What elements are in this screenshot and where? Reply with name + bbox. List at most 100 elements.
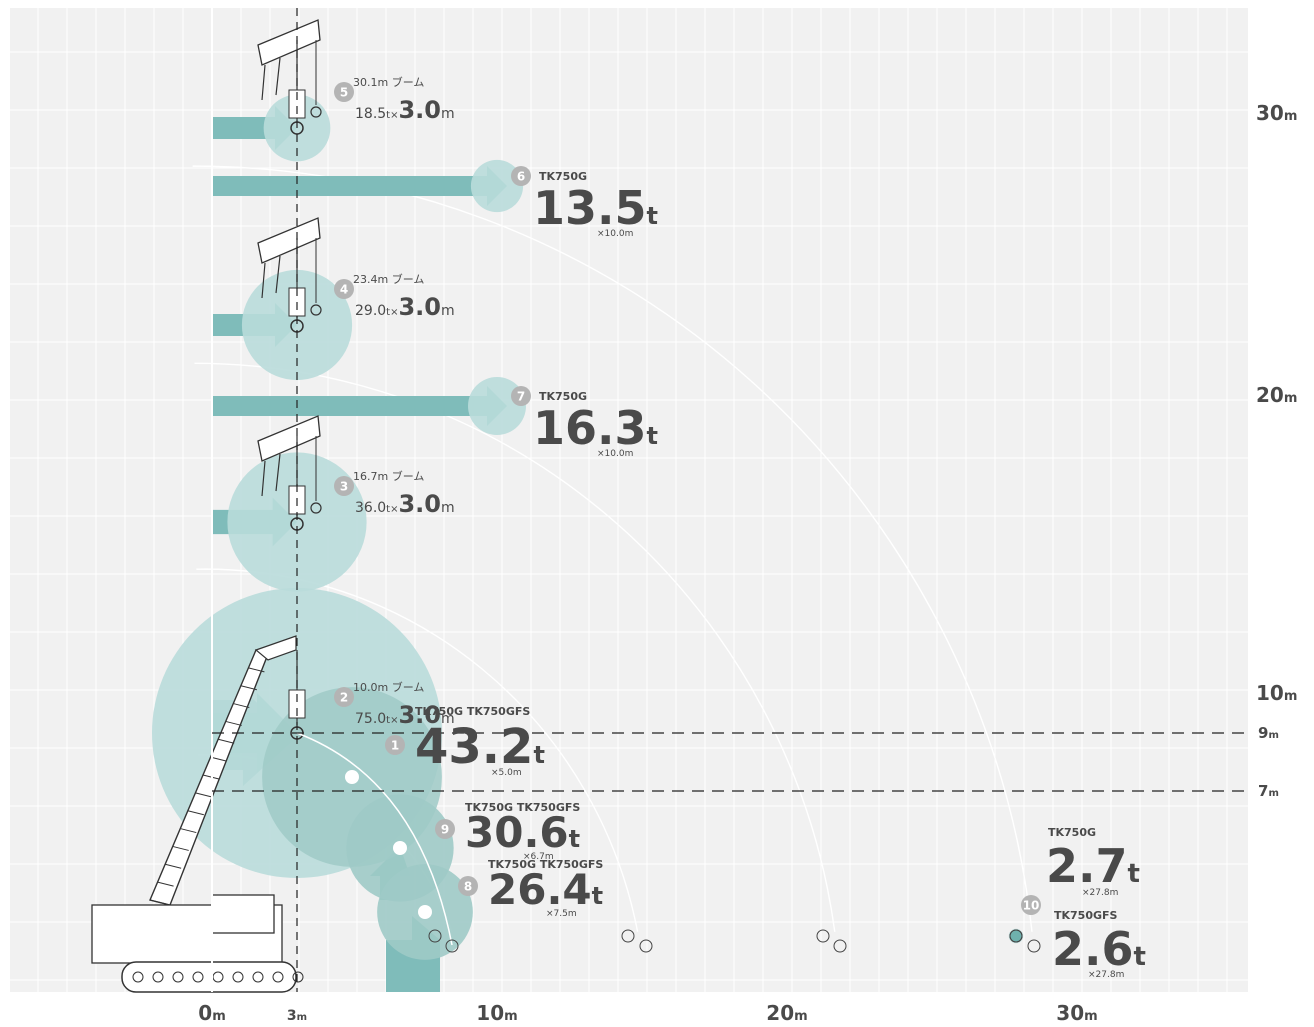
capacity-label: 29.0t×3.0m (355, 293, 455, 321)
radius-note: ×10.0m (597, 449, 633, 459)
track-wheel (132, 971, 144, 983)
number-badge (458, 876, 478, 896)
jib-frame (261, 255, 281, 299)
point-labels: 5 30.1m ブーム 18.5t×3.0m 4 23.4m ブーム 29.0t×3.0m… (334, 75, 1146, 980)
boom-tip-marker (445, 939, 459, 953)
capacity-label: 36.0t×3.0m (355, 490, 455, 518)
boom-tip-marker (621, 929, 635, 943)
boom-length-label: 23.4m ブーム (353, 272, 424, 286)
boom-lacing (157, 881, 174, 887)
number-badge (511, 166, 531, 186)
far-model-label: TK750G (1048, 826, 1096, 839)
far-capacity-label: 2.6t (1052, 922, 1146, 976)
number-badge-text: 5 (340, 86, 348, 100)
load-circle-7 (468, 377, 526, 435)
path-line (296, 732, 453, 946)
y-tick-30: 30m (1256, 101, 1297, 125)
hook-block (288, 89, 306, 119)
number-badge (385, 735, 405, 755)
reach-arc (194, 362, 836, 932)
boom-lacing (233, 703, 250, 709)
radius-note: ×5.0m (491, 768, 522, 778)
y-tick-20: 20m (1256, 383, 1297, 407)
boom-length-label: 16.7m ブーム (353, 469, 424, 483)
capacity-label: 75.0t×3.0m (355, 701, 455, 729)
jib-frame (261, 453, 281, 497)
x-tick-3: 3m (287, 1008, 307, 1023)
number-badge (511, 386, 531, 406)
aux-hook (310, 502, 322, 514)
aux-hook (310, 304, 322, 316)
number-badge (334, 82, 354, 102)
number-badge (334, 687, 354, 707)
model-label: TK750G TK750GFS (488, 858, 603, 871)
track-wheel (272, 971, 284, 983)
capacity-label: 13.5t (533, 181, 658, 235)
aux-hook (310, 106, 322, 118)
boom-lacing (225, 720, 242, 726)
capacity-label: 18.5t×3.0m (355, 96, 455, 124)
jib-frame (261, 57, 281, 101)
number-badge-text: 2 (340, 691, 348, 705)
track-wheel (292, 971, 304, 983)
path-dot (418, 905, 432, 919)
x-tick-0: 0m (198, 1001, 225, 1023)
reach-arrow-6 (212, 166, 507, 206)
boom-lacing (195, 792, 212, 798)
model-label: TK750G (539, 170, 587, 183)
number-badge-text: 3 (340, 480, 348, 494)
reach-arrow-7 (212, 386, 507, 426)
jib-head (257, 19, 321, 66)
x-tick-30: 30m (1056, 1001, 1097, 1023)
model-label: TK750G TK750GFS (465, 801, 580, 814)
boom-tip-marker (1027, 939, 1041, 953)
boom-tip-marker (639, 939, 653, 953)
number-badge-text: 8 (464, 880, 472, 894)
number-badge (435, 819, 455, 839)
boom-lacing (165, 863, 182, 869)
number-badge-text: 4 (340, 283, 348, 297)
far-model-label: TK750GFS (1054, 909, 1118, 922)
capacity-label: 16.3t (533, 401, 658, 455)
jib-head (257, 415, 321, 462)
x-tick-20: 20m (766, 1001, 807, 1023)
crawler (121, 961, 297, 993)
number-badge-text: 10 (1023, 899, 1040, 913)
boom-tip-marker (833, 939, 847, 953)
radius-note: ×10.0m (597, 229, 633, 239)
track-wheel (232, 971, 244, 983)
load-circle-5 (263, 94, 331, 162)
boom-tip-marker (428, 929, 442, 943)
number-badge-text: 6 (517, 170, 525, 184)
boom-lacing (187, 810, 204, 816)
track-wheel (192, 971, 204, 983)
number-badge-text: 1 (391, 739, 399, 753)
radius-note: ×7.5m (546, 909, 577, 919)
boom-tip-marker (816, 929, 830, 943)
path-dot (345, 770, 359, 784)
boom-tip-markers (296, 732, 1041, 953)
y-tick-10: 10m (1256, 681, 1297, 705)
track-wheel (152, 971, 164, 983)
boom-head (254, 635, 297, 661)
far-radius-note: ×27.8m (1088, 970, 1124, 980)
number-badge (334, 279, 354, 299)
number-badge-text: 7 (517, 390, 525, 404)
boom-lacing (180, 828, 197, 834)
radius-note: ×6.7m (523, 852, 554, 862)
boom-length-label: 30.1m ブーム (353, 75, 424, 89)
boom-lacing (210, 756, 227, 762)
boom-tip-marker (1009, 929, 1023, 943)
height-ref-label-9: 9m (1258, 724, 1279, 742)
boom-lacing (248, 667, 265, 673)
track-wheel (252, 971, 264, 983)
number-badge-text: 9 (441, 823, 449, 837)
capacity-label: 43.2t (415, 719, 545, 775)
main-hook-block (288, 689, 306, 719)
boom-lacing (172, 845, 189, 851)
capacity-label: 26.4t (488, 865, 603, 914)
far-capacity-label: 2.7t (1046, 839, 1140, 893)
boom-length-label: 10.0m ブーム (353, 680, 424, 694)
